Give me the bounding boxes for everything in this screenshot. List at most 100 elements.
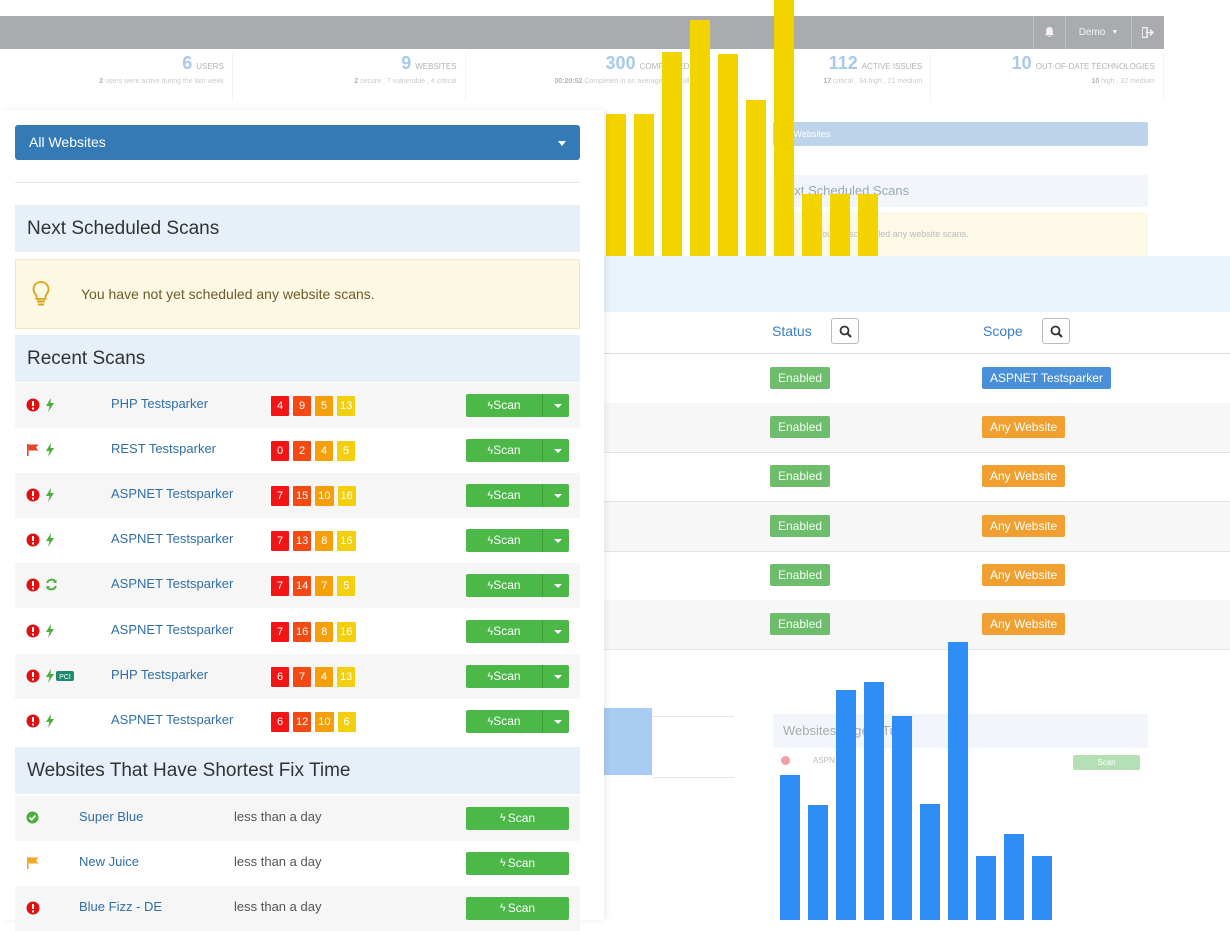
scan-dropdown-button[interactable] [543, 665, 569, 688]
site-link[interactable]: PHP Testsparker [111, 396, 209, 411]
chart-bar [1032, 856, 1052, 920]
bar-chart-blue [776, 640, 1056, 920]
bg-table-row: Enabled Any Website [604, 600, 1230, 650]
scan-button[interactable]: ϟScan [466, 664, 543, 688]
site-link[interactable]: ASPNET Testsparker [111, 486, 234, 502]
site-link[interactable]: ASPNET Testsparker [111, 576, 234, 592]
scan-label: Scan [493, 488, 521, 503]
stat-label: USERS [196, 62, 224, 71]
scan-label: Scan [493, 578, 521, 593]
stat-value: 112 [828, 53, 858, 73]
scan-dropdown-button[interactable] [543, 529, 569, 552]
stat-value: 10 [1011, 53, 1032, 73]
site-link[interactable]: Blue Fizz - DE [79, 899, 163, 915]
status-badge: Enabled [770, 367, 831, 389]
website-select[interactable]: All Websites [15, 125, 580, 160]
scan-button[interactable]: ϟScan [466, 439, 543, 463]
chart-bar [606, 114, 626, 256]
bolt-icon: ϟ [487, 670, 494, 683]
scope-badge: Any Website [982, 514, 1066, 537]
scan-dropdown-button[interactable] [543, 439, 569, 462]
caret-down-icon [554, 674, 562, 679]
site-link[interactable]: New Juice [79, 854, 139, 870]
chart-bar [774, 0, 794, 256]
bg-website-select[interactable]: ll Websites [773, 122, 1148, 146]
scope-badge: Any Website [982, 613, 1066, 635]
caret-down-icon [554, 584, 562, 589]
site-link[interactable]: ASPN [813, 756, 835, 765]
scan-button-group: ϟScan [466, 709, 569, 733]
stat-active-issues: 112 ACTIVE ISSUES 17 critical , 34 high ,… [698, 53, 932, 101]
site-link[interactable]: Super Blue [79, 809, 144, 824]
issue-count-badge: 5 [315, 396, 333, 416]
scope-badge: Any Website [982, 416, 1066, 439]
chart-bar [920, 804, 940, 920]
site-link[interactable]: ASPNET Testsparker [111, 711, 234, 727]
caret-down-icon [554, 629, 562, 634]
caret-down-icon [554, 494, 562, 499]
bg-divider [652, 716, 734, 778]
dashboard-panel: All Websites Next Scheduled Scans You ha… [0, 110, 604, 931]
issue-count-badge: 8 [315, 621, 334, 642]
chart-bar [858, 194, 878, 256]
scan-button-group: ϟScan [466, 439, 569, 463]
logout-button[interactable] [1131, 16, 1164, 49]
bolt-icon: ϟ [487, 445, 494, 458]
error-icon [26, 901, 40, 920]
scan-dropdown-button[interactable] [543, 574, 569, 597]
scan-button[interactable]: ϟScan [466, 619, 543, 643]
site-link[interactable]: PHP Testsparker [111, 666, 209, 682]
logout-icon [1142, 27, 1154, 38]
site-link[interactable]: REST Testsparker [111, 441, 217, 457]
scan-button[interactable]: ϟScan [466, 484, 543, 508]
chart-bar [718, 54, 738, 256]
user-menu[interactable]: Demo ▼ [1065, 16, 1131, 49]
scan-button[interactable]: ϟScan [466, 394, 543, 417]
caret-down-icon [554, 539, 562, 544]
chart-bar [1004, 834, 1024, 920]
status-search-button[interactable] [831, 318, 859, 344]
scan-dropdown-button[interactable] [543, 620, 569, 643]
issue-count-badge: 16 [337, 621, 356, 642]
scope-search-button[interactable] [1042, 318, 1070, 344]
scan-dropdown-button[interactable] [543, 484, 569, 507]
status-badge: Enabled [770, 416, 831, 439]
error-icon [26, 624, 40, 643]
user-name: Demo [1078, 27, 1106, 38]
status-badge: Enabled [770, 514, 831, 537]
column-status: Status [772, 323, 812, 339]
stat-label: OUT-OF-DATE TECHNOLOGIES [1035, 62, 1155, 71]
scan-button[interactable]: Scan [1073, 755, 1140, 770]
issue-count-badge: 7 [271, 621, 289, 642]
scan-label: Scan [493, 533, 521, 548]
notifications-button[interactable] [1033, 16, 1065, 49]
scan-button[interactable]: ϟScan [466, 529, 543, 553]
scan-dropdown-button[interactable] [543, 710, 569, 733]
issue-count-badge: 5 [337, 576, 356, 597]
refresh-icon [45, 578, 58, 596]
scan-button-group: ϟScan [466, 619, 569, 643]
bolt-icon: ϟ [499, 812, 506, 824]
bolt-icon [45, 443, 55, 462]
site-link[interactable]: ASPNET Testsparker [111, 621, 234, 637]
scan-button[interactable]: ϟScan [466, 574, 543, 598]
stat-subtext: 2 secure , 7 vulnerable , 4 critical [354, 78, 457, 85]
bolt-icon: ϟ [499, 902, 506, 915]
issue-count-badge: 10 [315, 486, 334, 507]
bar-chart-yellow [600, 0, 880, 256]
issue-count-badge: 5 [337, 441, 355, 462]
scan-button[interactable]: ϟScan [466, 709, 543, 733]
bg-longest-row: ASPN Scan [773, 752, 1148, 774]
site-link[interactable]: ASPNET Testsparker [111, 531, 234, 547]
recent-scan-row: ASPNET Testsparker 7 14 7 5 ϟScan [15, 563, 580, 609]
bolt-icon: ϟ [487, 715, 494, 728]
bg-table-row: Enabled Any Website [604, 403, 1230, 454]
issue-count-badge: 0 [271, 441, 289, 462]
issue-count-badge: 7 [293, 666, 311, 687]
scan-button-group: ϟScan [466, 664, 569, 688]
scan-dropdown-button[interactable] [543, 394, 569, 417]
stat-label: ACTIVE ISSUES [861, 62, 923, 71]
